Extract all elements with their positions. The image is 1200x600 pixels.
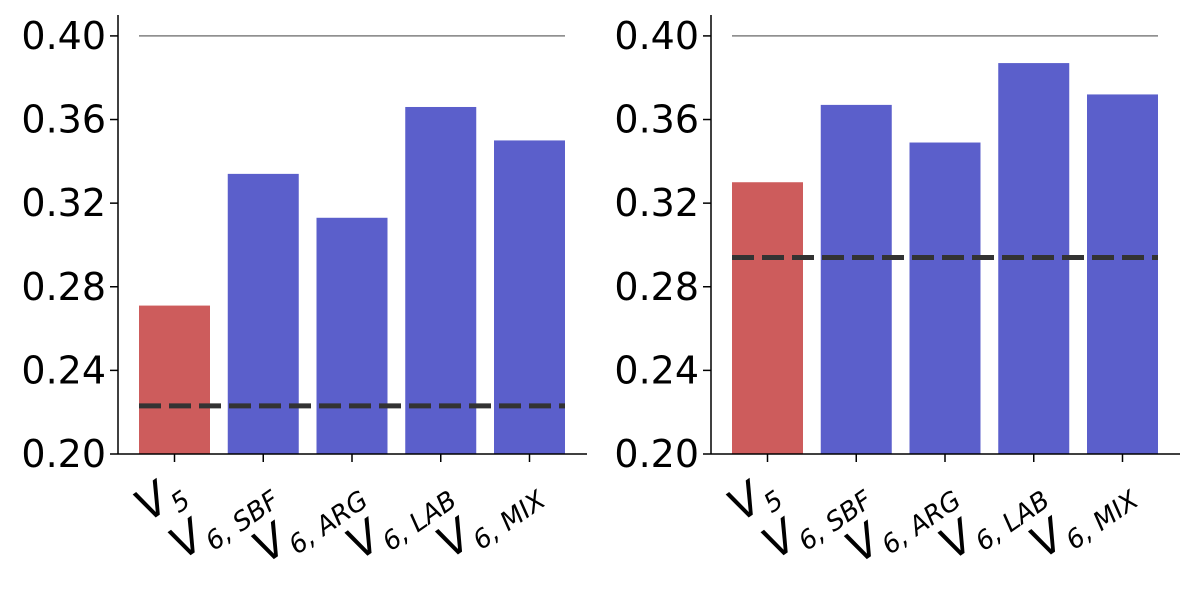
bar	[909, 142, 981, 454]
y-tick-label: 0.36	[21, 98, 106, 142]
x-tick-label: V6, MIX	[1021, 463, 1146, 574]
y-tick-label: 0.20	[21, 432, 106, 476]
x-tick-label-subscript: 6, MIX	[468, 485, 553, 557]
y-tick-label: 0.24	[21, 348, 106, 392]
y-tick-label: 0.40	[21, 14, 106, 58]
bar	[820, 104, 892, 454]
y-tick-label: 0.28	[21, 265, 106, 309]
y-tick-label: 0.40	[614, 14, 699, 58]
bar	[732, 182, 803, 454]
y-tick-label: 0.24	[614, 348, 699, 392]
bar	[494, 140, 565, 454]
x-tick-label: V6, MIX	[428, 463, 553, 574]
y-tick-label: 0.20	[614, 432, 699, 476]
bar	[316, 217, 388, 454]
bar	[227, 173, 299, 454]
y-tick-label: 0.32	[614, 181, 699, 225]
bar	[405, 106, 477, 454]
bar	[1087, 94, 1158, 454]
y-tick-label: 0.36	[614, 98, 699, 142]
y-tick-label: 0.32	[21, 181, 106, 225]
y-tick-label: 0.28	[614, 265, 699, 309]
x-tick-label-subscript: 6, MIX	[1061, 485, 1146, 557]
bar	[139, 305, 210, 454]
